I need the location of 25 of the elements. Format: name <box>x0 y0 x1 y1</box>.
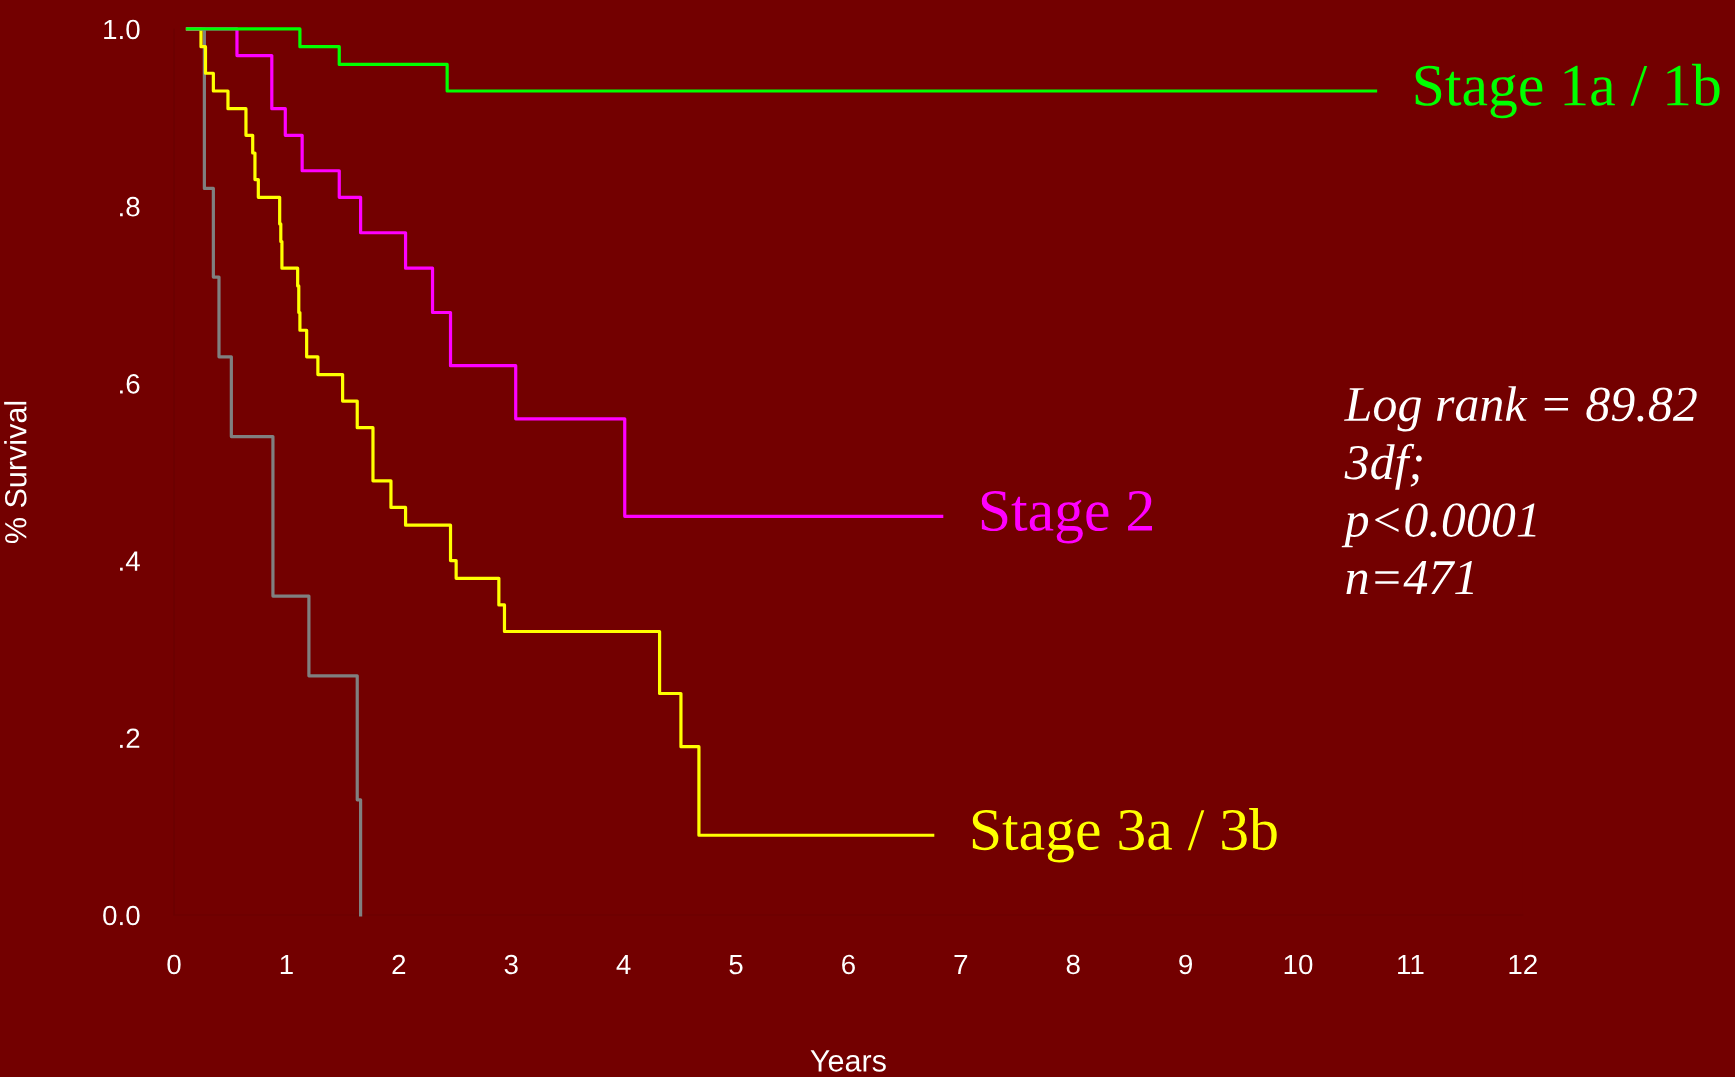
series-label: Stage 2 <box>981 490 1152 544</box>
y-tick-label: .4 <box>120 551 140 571</box>
x-tick-label: 6 <box>842 954 855 975</box>
x-tick-label: 7 <box>954 954 968 975</box>
x-tick-label: 0 <box>167 954 181 975</box>
x-axis-title: Years <box>810 1050 886 1072</box>
x-tick-label: 1 <box>280 954 293 975</box>
series-label: Stage 3a / 3b <box>972 808 1277 863</box>
x-tick-label: 12 <box>1509 954 1537 975</box>
y-axis-title: % Survival <box>4 401 27 544</box>
x-tick-label: 5 <box>729 954 743 975</box>
y-tick-label: .2 <box>120 728 140 748</box>
series-label: Stage 1a / 1b <box>1415 63 1720 119</box>
annotation: Log rank = 89.82 3df; p<0.0001 n=471 <box>1341 386 1697 595</box>
y-tick-label: .6 <box>120 374 140 394</box>
y-tick-label: 0.0 <box>103 905 140 926</box>
x-tick-label: 8 <box>1066 954 1080 975</box>
x-tick-label: 11 <box>1398 954 1424 975</box>
x-tick-label: 10 <box>1284 954 1313 975</box>
y-tick-label: 1.0 <box>104 19 140 40</box>
x-tick-label: 2 <box>392 954 406 975</box>
x-tick-label: 4 <box>616 954 631 975</box>
x-tick-label: 9 <box>1179 954 1193 975</box>
y-tick-label: .8 <box>120 196 140 217</box>
x-tick-label: 3 <box>504 954 518 975</box>
